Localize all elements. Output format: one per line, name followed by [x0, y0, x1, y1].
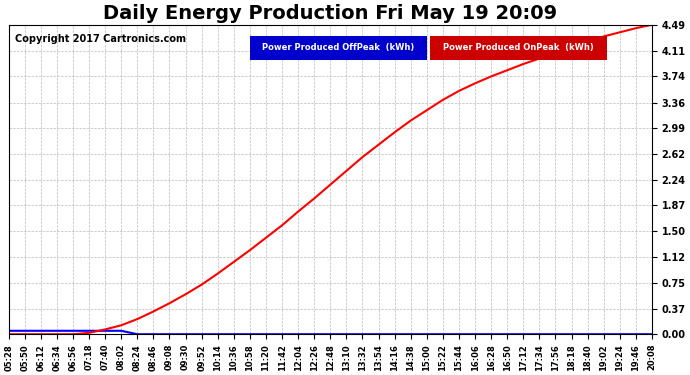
FancyBboxPatch shape — [430, 36, 607, 60]
Title: Daily Energy Production Fri May 19 20:09: Daily Energy Production Fri May 19 20:09 — [104, 4, 558, 23]
Text: Power Produced OnPeak  (kWh): Power Produced OnPeak (kWh) — [443, 44, 594, 52]
Text: Power Produced OffPeak  (kWh): Power Produced OffPeak (kWh) — [262, 44, 415, 52]
FancyBboxPatch shape — [250, 36, 427, 60]
Text: Copyright 2017 Cartronics.com: Copyright 2017 Cartronics.com — [15, 34, 186, 44]
